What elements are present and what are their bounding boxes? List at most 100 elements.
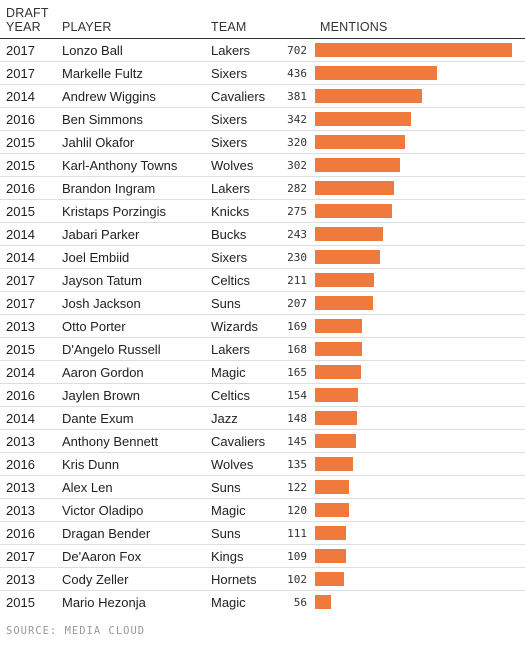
mentions-bar: [315, 135, 405, 149]
mentions-bar: [315, 388, 358, 402]
draft-year-cell: 2014: [6, 227, 35, 242]
team-cell: Sixers: [211, 135, 248, 150]
mentions-value-label: 122: [287, 481, 307, 494]
mentions-bar: [315, 480, 349, 494]
team-cell: Knicks: [211, 204, 250, 219]
draft-year-cell: 2017: [6, 273, 35, 288]
mentions-bar: [315, 572, 344, 586]
player-cell: Dragan Bender: [62, 526, 151, 541]
player-cell: Mario Hezonja: [62, 595, 146, 610]
mentions-value-label: 120: [287, 504, 307, 517]
draft-year-cell: 2013: [6, 503, 35, 518]
mentions-bar: [315, 296, 373, 310]
draft-year-cell: 2017: [6, 549, 35, 564]
table-row: 2013 Alex Len Suns 122: [0, 475, 525, 498]
mentions-value-label: 102: [287, 573, 307, 586]
draft-year-cell: 2017: [6, 43, 35, 58]
team-cell: Celtics: [211, 388, 251, 403]
draft-year-cell: 2013: [6, 572, 35, 587]
mentions-bar: [315, 365, 361, 379]
mentions-bar: [315, 526, 346, 540]
player-cell: Aaron Gordon: [62, 365, 144, 380]
mentions-value-label: 56: [293, 596, 307, 609]
table-row: 2014 Jabari Parker Bucks 243: [0, 222, 525, 245]
mentions-bar: [315, 503, 349, 517]
header-mentions: MENTIONS: [320, 20, 388, 34]
draft-year-cell: 2016: [6, 112, 35, 127]
player-cell: Ben Simmons: [62, 112, 143, 127]
mentions-value-label: 702: [287, 44, 307, 57]
draft-year-cell: 2016: [6, 181, 35, 196]
mentions-bar: [315, 158, 400, 172]
mentions-bar: [315, 411, 357, 425]
team-cell: Suns: [211, 526, 241, 541]
mentions-bar: [315, 595, 331, 609]
mentions-value-label: 169: [287, 320, 307, 333]
team-cell: Sixers: [211, 112, 248, 127]
table-row: 2014 Joel Embiid Sixers 230: [0, 245, 525, 268]
draft-year-cell: 2014: [6, 250, 35, 265]
table-row: 2016 Kris Dunn Wolves 135: [0, 452, 525, 475]
team-cell: Lakers: [211, 43, 251, 58]
mentions-bar: [315, 273, 374, 287]
table-body: 2017 Lonzo Ball Lakers 702 2017 Markelle Fult…: [0, 38, 525, 613]
player-cell: Jayson Tatum: [62, 273, 142, 288]
team-cell: Celtics: [211, 273, 251, 288]
source-note: SOURCE: MEDIA CLOUD: [6, 625, 146, 637]
mentions-bar: [315, 181, 394, 195]
draft-year-cell: 2013: [6, 480, 35, 495]
header-team: TEAM: [211, 20, 247, 34]
player-cell: Andrew Wiggins: [62, 89, 156, 104]
table-row: 2013 Victor Oladipo Magic 120: [0, 498, 525, 521]
player-cell: Karl-Anthony Towns: [62, 158, 178, 173]
mentions-value-label: 436: [287, 67, 307, 80]
mentions-bar: [315, 112, 411, 126]
mentions-bar: [315, 434, 356, 448]
team-cell: Lakers: [211, 181, 251, 196]
mentions-value-label: 230: [287, 251, 307, 264]
mentions-value-label: 320: [287, 136, 307, 149]
mentions-bar: [315, 89, 422, 103]
player-cell: Jaylen Brown: [62, 388, 141, 403]
player-cell: Josh Jackson: [62, 296, 141, 311]
mentions-value-label: 342: [287, 113, 307, 126]
mentions-value-label: 302: [287, 159, 307, 172]
player-cell: Markelle Fultz: [62, 66, 143, 81]
table-row: 2014 Aaron Gordon Magic 165: [0, 360, 525, 383]
draft-year-cell: 2015: [6, 342, 35, 357]
team-cell: Magic: [211, 503, 246, 518]
team-cell: Suns: [211, 296, 241, 311]
team-cell: Cavaliers: [211, 434, 266, 449]
team-cell: Magic: [211, 595, 246, 610]
table-row: 2017 Jayson Tatum Celtics 211: [0, 268, 525, 291]
table-row: 2014 Dante Exum Jazz 148: [0, 406, 525, 429]
table-row: 2015 D'Angelo Russell Lakers 168: [0, 337, 525, 360]
mentions-value-label: 243: [287, 228, 307, 241]
draft-year-cell: 2013: [6, 434, 35, 449]
mentions-value-label: 207: [287, 297, 307, 310]
mentions-value-label: 381: [287, 90, 307, 103]
team-cell: Sixers: [211, 66, 248, 81]
header-draft-year-line1: DRAFT: [6, 6, 49, 20]
header-player: PLAYER: [62, 20, 112, 34]
player-cell: Lonzo Ball: [62, 43, 123, 58]
draft-year-cell: 2014: [6, 89, 35, 104]
player-cell: Cody Zeller: [62, 572, 129, 587]
draft-year-cell: 2015: [6, 135, 35, 150]
table-row: 2016 Dragan Bender Suns 111: [0, 521, 525, 544]
mentions-bar: [315, 227, 383, 241]
mentions-value-label: 111: [287, 527, 307, 540]
team-cell: Wolves: [211, 158, 254, 173]
mentions-value-label: 165: [287, 366, 307, 379]
draft-year-cell: 2017: [6, 296, 35, 311]
draft-year-cell: 2016: [6, 457, 35, 472]
table-row: 2014 Andrew Wiggins Cavaliers 381: [0, 84, 525, 107]
mentions-bar: [315, 457, 353, 471]
mentions-value-label: 154: [287, 389, 307, 402]
team-cell: Bucks: [211, 227, 247, 242]
table-row: 2015 Mario Hezonja Magic 56: [0, 590, 525, 613]
table-row: 2016 Brandon Ingram Lakers 282: [0, 176, 525, 199]
team-cell: Jazz: [211, 411, 238, 426]
mentions-value-label: 282: [287, 182, 307, 195]
draft-year-cell: 2015: [6, 158, 35, 173]
